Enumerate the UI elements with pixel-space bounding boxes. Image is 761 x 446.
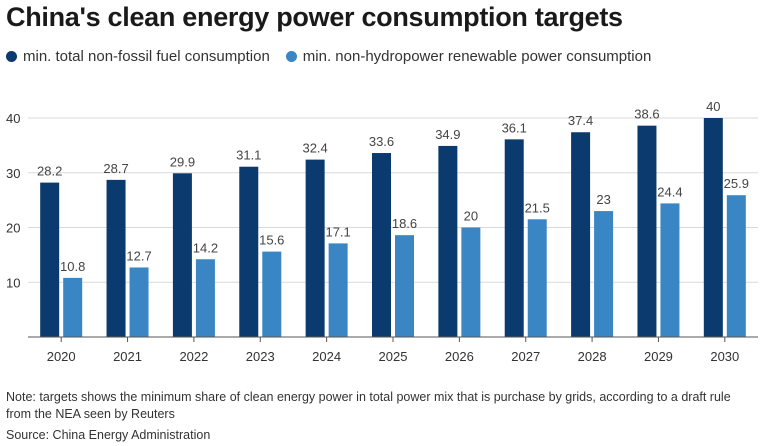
bar-1-2027 (504, 139, 524, 337)
bar-1-2023 (239, 166, 259, 337)
x-tick-label-2027: 2027 (511, 349, 540, 364)
data-label-2-2020: 10.8 (60, 259, 85, 274)
bar-2-2027 (527, 219, 547, 337)
x-tick-label-2026: 2026 (445, 349, 474, 364)
x-tick-label-2020: 2020 (47, 349, 76, 364)
bar-2-2026 (461, 227, 481, 337)
bar-2-2020 (63, 277, 83, 337)
chart-title: China's clean energy power consumption t… (6, 2, 623, 32)
data-label-2-2025: 18.6 (392, 216, 417, 231)
y-tick-label-10: 10 (6, 275, 20, 290)
x-tick-label-2024: 2024 (312, 349, 341, 364)
data-labels: 28.2 10.8 28.7 12.7 29.9 14.2 31.1 15.6 32.4 17.1… (37, 99, 749, 274)
data-label-2-2021: 12.7 (126, 248, 151, 263)
legend-item-series-2: min. non-hydropower renewable power cons… (285, 48, 652, 65)
chart-legend: min. total non-fossil fuel consumption m… (6, 48, 667, 65)
y-tick-label-30: 30 (6, 166, 20, 181)
y-tick-label-40: 40 (6, 111, 20, 126)
data-label-2-2030: 25.9 (724, 176, 749, 191)
bar-1-2022 (172, 173, 192, 337)
bar-2-2030 (726, 195, 746, 337)
bar-1-2025 (372, 153, 391, 337)
bar-2-2025 (395, 235, 414, 337)
data-label-2-2023: 15.6 (259, 233, 284, 248)
bar-1-2021 (106, 179, 126, 337)
legend-marker-series-1 (6, 51, 17, 62)
data-label-1-2027: 36.1 (502, 120, 527, 135)
bar-1-2024 (305, 159, 325, 337)
data-label-1-2026: 34.9 (435, 127, 460, 142)
data-label-2-2027: 21.5 (525, 200, 550, 215)
bars (40, 118, 746, 337)
bar-2-2024 (328, 243, 348, 337)
bar-chart: 28.2 10.8 28.7 12.7 29.9 14.2 31.1 15.6 32.4 17.1… (6, 99, 758, 364)
data-label-1-2020: 28.2 (37, 164, 62, 179)
x-tick-label-2023: 2023 (246, 349, 275, 364)
x-tick-label-2022: 2022 (179, 349, 208, 364)
bar-1-2026 (438, 145, 458, 337)
data-label-2-2022: 14.2 (193, 240, 218, 255)
x-tick-label-2030: 2030 (710, 349, 739, 364)
bar-1-2029 (637, 125, 657, 337)
bar-2-2021 (129, 267, 149, 337)
bar-1-2020 (40, 182, 60, 337)
y-tick-label-20: 20 (6, 221, 20, 236)
legend-item-series-1: min. total non-fossil fuel consumption (6, 48, 270, 65)
x-tick-label-2029: 2029 (644, 349, 673, 364)
legend-label-series-2: min. non-hydropower renewable power cons… (302, 48, 652, 65)
x-tick-label-2025: 2025 (379, 349, 408, 364)
data-label-2-2029: 24.4 (657, 184, 682, 199)
x-tick-label-2021: 2021 (113, 349, 142, 364)
data-label-1-2023: 31.1 (236, 148, 261, 163)
data-label-2-2028: 23 (596, 192, 610, 207)
data-label-1-2029: 38.6 (634, 107, 659, 122)
bar-1-2028 (571, 132, 591, 337)
legend-marker-series-2 (285, 51, 297, 62)
data-label-2-2026: 20 (464, 209, 478, 224)
data-label-1-2028: 37.4 (568, 113, 593, 128)
bar-2-2023 (262, 251, 282, 337)
x-tick-label-2028: 2028 (578, 349, 607, 364)
data-label-1-2024: 32.4 (302, 141, 327, 156)
chart-source: Source: China Energy Administration (6, 428, 211, 442)
bar-2-2029 (660, 203, 680, 337)
data-label-1-2021: 28.7 (103, 161, 128, 176)
data-label-1-2030: 40 (706, 99, 720, 114)
legend-label-series-1: min. total non-fossil fuel consumption (23, 48, 270, 65)
bar-2-2022 (195, 259, 215, 337)
bar-2-2028 (594, 211, 614, 337)
data-label-2-2024: 17.1 (325, 224, 350, 239)
data-label-1-2022: 29.9 (170, 154, 195, 169)
gridlines (28, 117, 758, 283)
data-label-1-2025: 33.6 (369, 134, 394, 149)
bar-1-2030 (703, 118, 723, 337)
chart-note: Note: targets shows the minimum share of… (6, 390, 731, 421)
